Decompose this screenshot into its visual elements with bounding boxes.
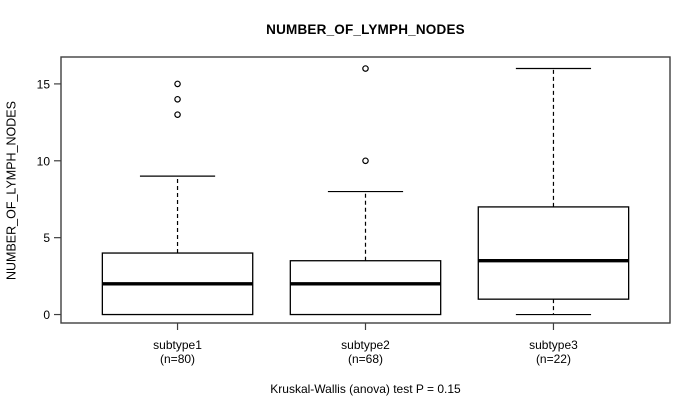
caption-statistical-test: Kruskal-Wallis (anova) test P = 0.15: [270, 382, 461, 396]
y-tick-label: 0: [43, 308, 50, 322]
x-group-count: (n=68): [348, 352, 383, 366]
outlier-point: [174, 111, 181, 118]
y-tick-label: 5: [43, 231, 50, 245]
outlier-point: [362, 65, 369, 72]
x-group-label: subtype3: [529, 338, 578, 352]
box-iqr: [477, 206, 630, 300]
outlier-point: [362, 157, 369, 165]
x-group-label: subtype1: [153, 338, 202, 352]
y-tick-label: 10: [37, 154, 51, 168]
outlier-point: [174, 95, 181, 103]
y-tick-label: 15: [37, 77, 51, 91]
chart-title: NUMBER_OF_LYMPH_NODES: [266, 22, 465, 37]
outlier-point: [174, 80, 181, 88]
box-iqr: [289, 260, 442, 316]
x-group-count: (n=80): [160, 352, 195, 366]
x-group-count: (n=22): [536, 352, 571, 366]
x-group-label: subtype2: [341, 338, 390, 352]
